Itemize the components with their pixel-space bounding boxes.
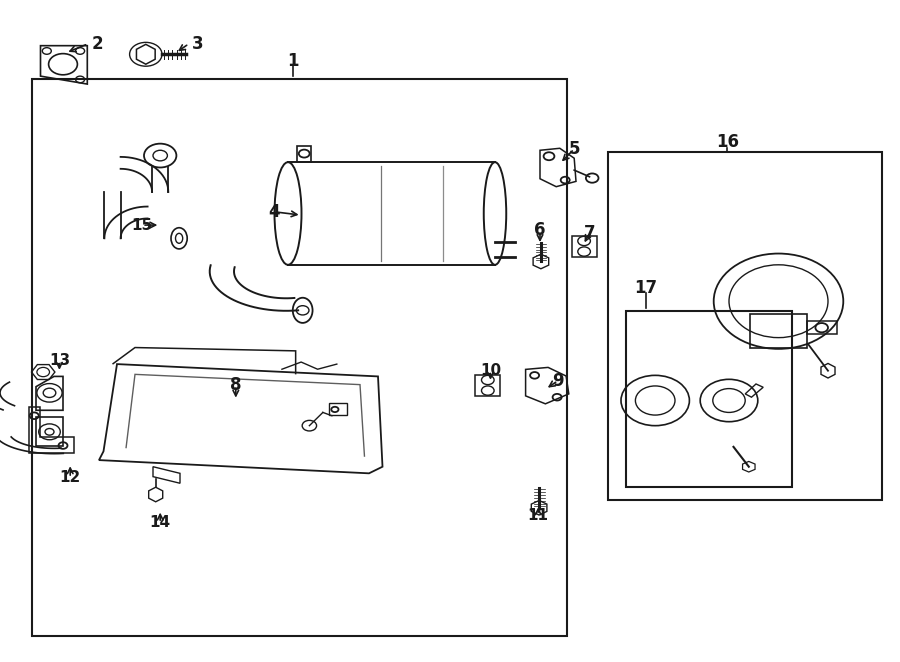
- Bar: [626, 311, 792, 487]
- Text: 11: 11: [527, 508, 549, 522]
- Text: 4: 4: [269, 203, 280, 221]
- Text: 12: 12: [59, 471, 81, 485]
- Text: 1: 1: [287, 52, 298, 70]
- Text: 10: 10: [480, 363, 501, 378]
- Text: 8: 8: [230, 376, 241, 395]
- Text: 2: 2: [92, 34, 103, 53]
- Bar: [608, 152, 882, 500]
- Text: 3: 3: [193, 34, 203, 53]
- Text: 6: 6: [535, 221, 545, 240]
- Text: 14: 14: [149, 516, 171, 530]
- Text: 5: 5: [569, 140, 580, 158]
- Text: 17: 17: [634, 279, 658, 297]
- Text: 9: 9: [553, 371, 563, 390]
- Text: 15: 15: [131, 218, 153, 232]
- Text: 16: 16: [716, 133, 739, 152]
- Text: 7: 7: [584, 224, 595, 242]
- Text: 13: 13: [49, 354, 70, 368]
- Bar: [32, 79, 567, 636]
